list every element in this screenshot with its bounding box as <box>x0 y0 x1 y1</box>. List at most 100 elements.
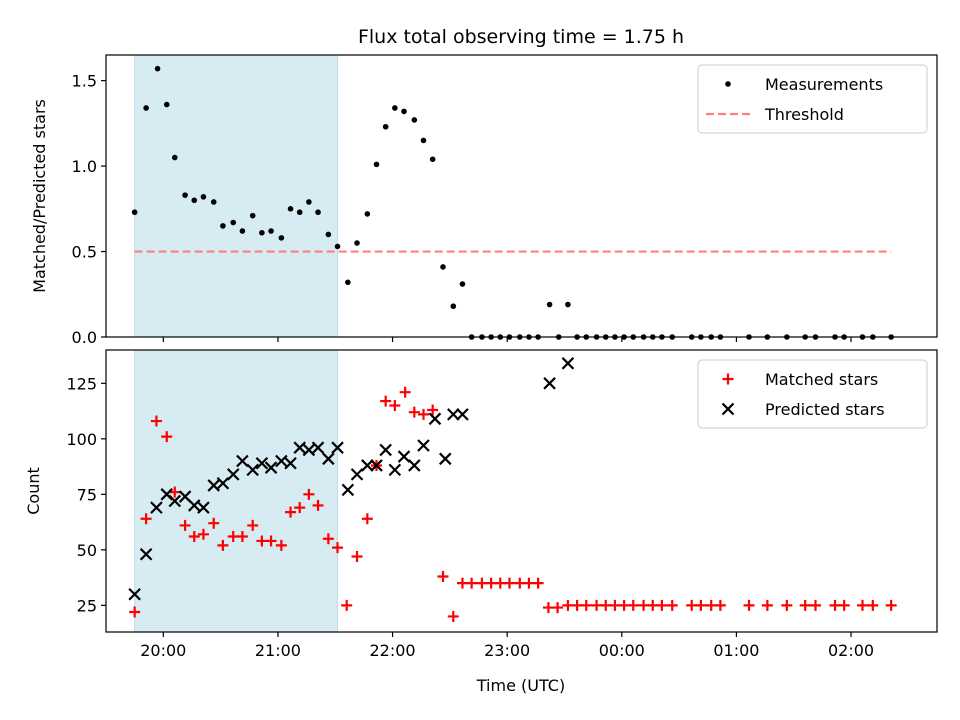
y-axis-label: Matched/Predicted stars <box>30 99 49 293</box>
measurement-point <box>287 206 294 212</box>
y-tick-label: 0.0 <box>72 328 97 347</box>
predicted-stars-point <box>207 479 221 492</box>
matched-stars-point <box>437 570 449 582</box>
measurement-point <box>306 199 312 205</box>
matched-stars-point <box>743 599 755 611</box>
measurement-point <box>268 228 274 234</box>
x-tick-label: 23:00 <box>484 641 530 660</box>
matched-stars-point <box>169 486 181 498</box>
predicted-stars-point <box>216 476 230 490</box>
measurement-point <box>249 212 256 219</box>
predicted-stars-point <box>561 357 575 370</box>
legend-box <box>697 359 928 429</box>
predicted-stars-point <box>197 501 210 514</box>
observing-window-span <box>134 349 339 633</box>
measurement-point <box>401 108 407 115</box>
matched-stars-point <box>408 406 420 418</box>
axes-frame <box>105 349 938 633</box>
matched-stars-point <box>332 542 344 554</box>
x-tick-label: 01:00 <box>713 641 759 660</box>
y-tick-label: 125 <box>66 374 97 393</box>
matched-stars-point <box>179 519 191 531</box>
matched-stars-point <box>627 599 639 611</box>
predicted-stars-point <box>428 412 442 426</box>
measurement-point <box>230 219 237 226</box>
matched-stars-point <box>618 599 630 611</box>
measurement-point <box>440 264 446 270</box>
matched-stars-point <box>714 599 726 611</box>
matched-stars-point <box>161 431 173 443</box>
matched-stars-point <box>810 599 822 611</box>
predicted-stars-point <box>226 468 240 481</box>
predicted-stars-point <box>408 459 421 472</box>
predicted-stars-point <box>341 483 355 497</box>
measurement-point <box>325 231 332 238</box>
matched-stars-point <box>580 599 592 611</box>
predicted-stars-point <box>255 456 269 470</box>
measurement-point <box>345 279 351 286</box>
legend: Measurements Threshold <box>697 64 928 134</box>
matched-stars-point <box>638 599 650 611</box>
measurement-point <box>364 211 371 217</box>
matched-stars-point <box>885 599 897 611</box>
predicted-stars-point <box>128 587 141 601</box>
matched-stars-point <box>197 528 209 540</box>
predicted-stars-point <box>311 441 325 454</box>
predicted-stars-point <box>543 377 556 390</box>
matched-stars-point <box>781 599 793 611</box>
measurement-point <box>450 303 457 310</box>
measurement-point <box>354 240 360 246</box>
predicted-stars-point <box>187 499 201 512</box>
x-tick-label: 02:00 <box>828 641 874 660</box>
x-axis-label: Time (UTC) <box>476 676 565 695</box>
matched-stars-point <box>285 506 297 518</box>
predicted-stars-point <box>456 408 469 421</box>
measurement-point <box>220 223 226 229</box>
x-tick-label: 22:00 <box>369 641 415 660</box>
y-tick-label: 50 <box>77 541 97 560</box>
matched-stars-point <box>571 599 583 611</box>
measurement-point <box>373 161 380 168</box>
legend-label: Threshold <box>764 105 844 124</box>
matched-stars-point <box>705 599 717 611</box>
y-tick-label: 75 <box>77 485 97 504</box>
matched-stars-point <box>647 599 659 611</box>
matched-stars-point <box>129 606 141 618</box>
legend-label: Predicted stars <box>765 400 885 419</box>
measurement-point <box>392 105 398 111</box>
x-tick-label: 00:00 <box>599 641 645 660</box>
legend: Matched stars Predicted stars <box>697 359 928 429</box>
matched-stars-point <box>447 610 459 622</box>
matched-stars-point <box>351 551 363 563</box>
matched-stars-point <box>140 513 152 525</box>
predicted-stars-point <box>293 441 306 454</box>
chart-title: Flux total observing time = 1.75 h <box>358 26 684 48</box>
legend-dot-icon <box>725 81 731 87</box>
matched-stars-point <box>542 602 554 614</box>
observing-window-span <box>134 54 339 338</box>
matched-stars-point <box>247 519 259 531</box>
predicted-stars-point <box>150 501 163 514</box>
measurement-point <box>239 228 246 234</box>
matched-stars-point <box>532 577 544 589</box>
predicted-stars-point <box>284 456 297 470</box>
matched-stars-point <box>217 539 229 551</box>
predicted-stars-point <box>246 463 259 477</box>
matched-stars-point <box>275 539 287 551</box>
matched-stars-point <box>609 599 621 611</box>
measurement-point <box>131 209 138 216</box>
y-tick-label: 1.0 <box>72 157 97 176</box>
matched-stars-point <box>695 599 707 611</box>
predicted-stars-point <box>397 450 411 463</box>
measurement-point <box>278 235 285 241</box>
measurement-point <box>429 156 436 163</box>
predicted-stars-point <box>417 439 430 452</box>
y-tick-label: 100 <box>66 430 97 449</box>
measurement-point <box>296 209 303 216</box>
legend-label: Measurements <box>765 75 883 94</box>
measurement-point <box>171 154 178 161</box>
matched-stars-point <box>856 599 868 611</box>
measurement-point <box>154 65 161 72</box>
predicted-stars-point <box>379 443 392 457</box>
measurement-point <box>191 197 198 204</box>
